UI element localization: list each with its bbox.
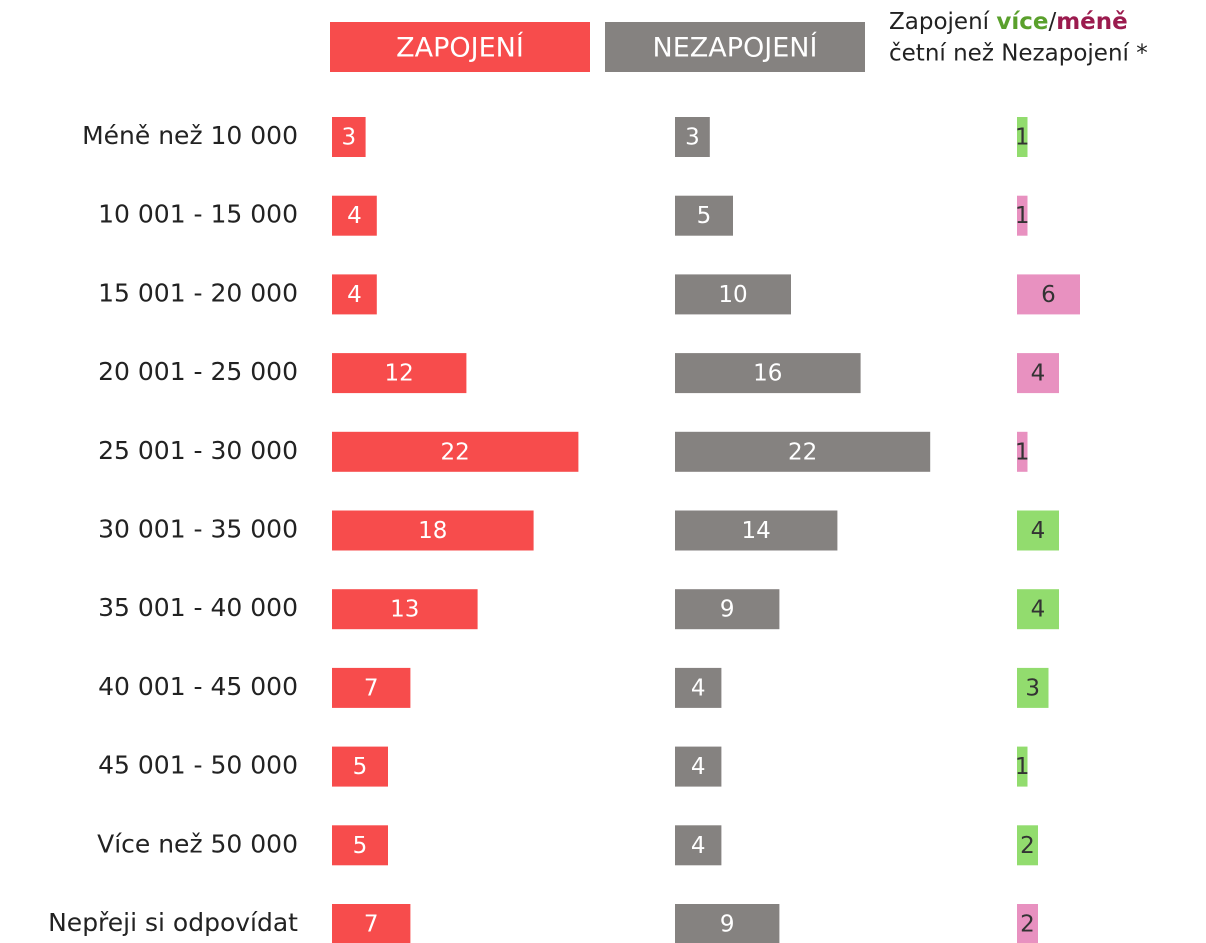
value-label: 2	[1020, 912, 1035, 938]
bar	[1017, 667, 1049, 708]
bar	[332, 825, 388, 866]
value-label: 9	[720, 912, 735, 938]
category-label: 30 001 - 35 000	[98, 515, 298, 544]
value-label: 4	[347, 282, 362, 308]
value-label: 5	[353, 754, 368, 780]
value-label: 4	[347, 203, 362, 229]
category-label: Nepřeji si odpovídat	[48, 908, 298, 937]
value-label: 10	[718, 282, 747, 308]
header-box	[605, 22, 865, 72]
header-box	[330, 22, 590, 72]
value-label: 5	[697, 203, 712, 229]
value-label: 4	[1031, 518, 1046, 544]
value-label: 4	[691, 675, 706, 701]
value-label: 2	[1020, 833, 1035, 859]
bar	[1017, 353, 1059, 394]
bar	[675, 589, 780, 630]
bar	[1017, 431, 1028, 472]
category-label: 15 001 - 20 000	[98, 278, 298, 307]
bar	[332, 589, 478, 630]
bar	[1017, 589, 1059, 630]
series-header: ZAPOJENÍ	[396, 32, 524, 64]
value-label: 4	[691, 833, 706, 859]
bar	[675, 746, 722, 787]
category-label: 10 001 - 15 000	[98, 200, 298, 229]
bar	[1017, 825, 1038, 866]
value-label: 1	[1015, 439, 1030, 465]
bar	[1017, 746, 1028, 787]
value-label: 1	[1015, 203, 1030, 229]
value-label: 14	[742, 518, 771, 544]
bar	[1017, 510, 1059, 551]
value-label: 3	[685, 125, 700, 151]
bar	[332, 667, 411, 708]
value-label: 5	[353, 833, 368, 859]
bar	[675, 195, 733, 236]
value-label: 3	[341, 125, 356, 151]
bar	[332, 510, 534, 551]
bar	[675, 667, 722, 708]
bar	[675, 353, 861, 394]
category-label: 45 001 - 50 000	[98, 751, 298, 780]
bar	[332, 195, 377, 236]
bar	[675, 510, 838, 551]
value-label: 9	[720, 597, 735, 623]
bar	[1017, 117, 1028, 157]
bar	[1017, 904, 1038, 943]
category-label: Více než 50 000	[97, 829, 298, 858]
bar	[332, 431, 579, 472]
value-label: 16	[753, 361, 782, 387]
value-label: 1	[1015, 754, 1030, 780]
header-part: /	[1048, 9, 1056, 35]
bar	[675, 431, 931, 472]
value-label: 7	[364, 675, 379, 701]
value-label: 3	[1025, 675, 1040, 701]
header-part: méně	[1056, 9, 1128, 35]
category-label: 20 001 - 25 000	[98, 357, 298, 386]
value-label: 18	[418, 518, 447, 544]
bar	[675, 825, 722, 866]
bar	[332, 353, 467, 394]
value-label: 7	[364, 912, 379, 938]
value-label: 13	[390, 597, 419, 623]
bar	[332, 904, 411, 943]
bar	[332, 746, 388, 787]
bar	[675, 904, 780, 943]
category-label: 35 001 - 40 000	[98, 593, 298, 622]
category-label: 40 001 - 45 000	[98, 672, 298, 701]
header-part: Zapojení	[889, 9, 996, 35]
bar	[1017, 274, 1080, 315]
bar	[675, 274, 791, 315]
header-part: více	[996, 9, 1048, 35]
category-label: 25 001 - 30 000	[98, 436, 298, 465]
bar	[332, 117, 366, 157]
value-label: 4	[1031, 361, 1046, 387]
value-label: 6	[1041, 282, 1056, 308]
value-label: 4	[1031, 597, 1046, 623]
bar	[332, 274, 377, 315]
bar	[675, 117, 710, 157]
series-header: četní než Nezapojení *	[889, 41, 1148, 67]
series-header: Zapojení více/méně	[889, 9, 1128, 35]
bar	[1017, 195, 1028, 236]
value-label: 1	[1015, 125, 1030, 151]
value-label: 22	[441, 439, 470, 465]
value-label: 4	[691, 754, 706, 780]
value-label: 12	[385, 361, 414, 387]
value-label: 22	[788, 439, 817, 465]
series-header: NEZAPOJENÍ	[653, 32, 818, 64]
category-label: Méně než 10 000	[82, 121, 298, 150]
